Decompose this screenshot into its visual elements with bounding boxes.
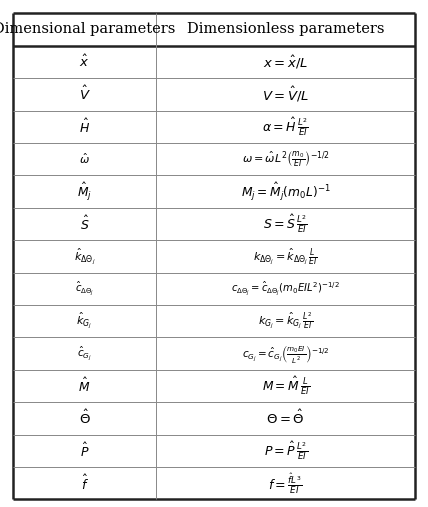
- Text: $\hat{c}_{G_j}$: $\hat{c}_{G_j}$: [77, 344, 92, 363]
- Text: $\hat{\omega}$: $\hat{\omega}$: [79, 152, 90, 166]
- Text: $\hat{c}_{\Delta\Theta_j}$: $\hat{c}_{\Delta\Theta_j}$: [75, 280, 94, 298]
- Text: $f = \frac{\hat{f}L^3}{EI}$: $f = \frac{\hat{f}L^3}{EI}$: [268, 471, 303, 496]
- Text: $\hat{H}$: $\hat{H}$: [79, 118, 90, 136]
- Text: $M_j = \hat{M}_j(m_0 L)^{-1}$: $M_j = \hat{M}_j(m_0 L)^{-1}$: [241, 180, 330, 203]
- Text: $\hat{x}$: $\hat{x}$: [79, 54, 90, 70]
- Text: $\hat{M}$: $\hat{M}$: [78, 377, 91, 395]
- Text: $S = \hat{S}\,\frac{L^2}{EI}$: $S = \hat{S}\,\frac{L^2}{EI}$: [263, 212, 308, 235]
- Text: $V = \hat{V}/L$: $V = \hat{V}/L$: [262, 85, 309, 104]
- Text: Dimensional parameters: Dimensional parameters: [0, 22, 176, 36]
- Text: $\alpha = \hat{H}\,\frac{L^2}{EI}$: $\alpha = \hat{H}\,\frac{L^2}{EI}$: [262, 116, 309, 138]
- Text: $c_{G_j} = \hat{c}_{G_j}\left(\frac{m_0 EI}{L^2}\right)^{-1/2}$: $c_{G_j} = \hat{c}_{G_j}\left(\frac{m_0 …: [242, 343, 330, 365]
- Text: $P = \hat{P}\,\frac{L^2}{EI}$: $P = \hat{P}\,\frac{L^2}{EI}$: [264, 440, 308, 462]
- Text: $x = \hat{x}/L$: $x = \hat{x}/L$: [263, 53, 308, 70]
- Text: $\hat{\Theta}$: $\hat{\Theta}$: [79, 409, 90, 427]
- Text: $\hat{V}$: $\hat{V}$: [79, 85, 90, 103]
- Text: $c_{\Delta\Theta_j} = \hat{c}_{\Delta\Theta_j}(m_0 EIL^2)^{-1/2}$: $c_{\Delta\Theta_j} = \hat{c}_{\Delta\Th…: [231, 280, 340, 298]
- Text: $M = \hat{M}\,\frac{L}{EI}$: $M = \hat{M}\,\frac{L}{EI}$: [262, 375, 310, 397]
- Text: $\hat{k}_{\Delta\Theta_j}$: $\hat{k}_{\Delta\Theta_j}$: [74, 246, 95, 267]
- Text: $\omega = \hat{\omega}L^2\left(\frac{m_0}{EI}\right)^{-1/2}$: $\omega = \hat{\omega}L^2\left(\frac{m_0…: [242, 149, 330, 169]
- Text: $\hat{M}_j$: $\hat{M}_j$: [77, 180, 92, 203]
- Text: $\hat{S}$: $\hat{S}$: [80, 215, 89, 233]
- Text: $\hat{f}$: $\hat{f}$: [80, 474, 89, 493]
- Text: $k_{\Delta\Theta_j} = \hat{k}_{\Delta\Theta_j}\,\frac{L}{EI}$: $k_{\Delta\Theta_j} = \hat{k}_{\Delta\Th…: [253, 246, 318, 267]
- Text: Dimensionless parameters: Dimensionless parameters: [187, 22, 384, 36]
- Text: $k_{G_j} = \hat{k}_{G_j}\,\frac{L^2}{EI}$: $k_{G_j} = \hat{k}_{G_j}\,\frac{L^2}{EI}…: [258, 311, 313, 332]
- Text: $\Theta = \hat{\Theta}$: $\Theta = \hat{\Theta}$: [267, 409, 305, 427]
- Text: $\hat{k}_{G_j}$: $\hat{k}_{G_j}$: [77, 311, 92, 332]
- Text: $\hat{P}$: $\hat{P}$: [80, 442, 89, 460]
